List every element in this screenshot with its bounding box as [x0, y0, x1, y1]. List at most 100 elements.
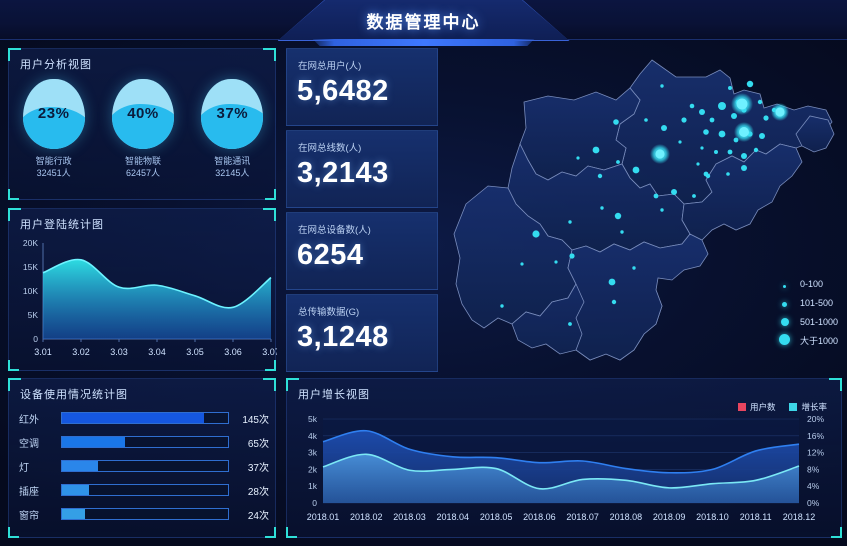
map-legend-item: 101-500 — [774, 293, 838, 312]
growth-chart-legend[interactable]: 用户数 增长率 — [737, 401, 827, 413]
panel-title-user-analysis: 用户分析视图 — [20, 59, 92, 71]
gauge-wave — [201, 104, 264, 149]
kpi-value: 6254 — [297, 239, 364, 271]
login-area-chart: 0 5K 10K 15K 20K 3.01 3.02 3.03 3.04 3.05 3.06 3.07 — [23, 238, 277, 357]
x-tick-label: 2018.02 — [350, 512, 383, 522]
y-tick-label: 20K — [23, 238, 38, 248]
table-row[interactable]: 空调 65次 — [19, 431, 269, 453]
gauge-percent: 40% — [127, 105, 159, 123]
panel-login-stats: 用户登陆统计图 0 5K 10K 15K 20K 3.01 3.02 3.03 3.04 3.05… — [8, 208, 277, 371]
x-tick-label: 3.03 — [110, 347, 128, 357]
bar-label: 灯 — [19, 462, 29, 474]
y-tick-label-right: 16% — [807, 431, 824, 441]
y-tick-label: 15K — [23, 262, 38, 272]
bar-fill — [62, 509, 86, 519]
panel-title-device-usage: 设备使用情况统计图 — [20, 389, 128, 401]
gauge-label-name: 智能物联 — [124, 156, 161, 166]
bar-value: 28次 — [247, 486, 269, 498]
y-tick-label: 0 — [33, 334, 38, 344]
x-tick-label: 2018.01 — [307, 512, 340, 522]
gauge-label: 智能物联 62457人 — [106, 155, 180, 179]
x-tick-label: 2018.06 — [523, 512, 556, 522]
panel-title-login-stats: 用户登陆统计图 — [20, 219, 104, 231]
bar-label: 空调 — [19, 438, 39, 450]
area-fill — [43, 259, 271, 339]
map-legend-item: 大于1000 — [774, 331, 838, 350]
kpi-card-online-lines: 在网总线数(人) 3,2143 — [286, 130, 438, 208]
kpi-label: 总传输数据(G) — [298, 307, 360, 318]
gauge-group: 23% 智能行政 32451人 40% 智能物联 62457人 37% 智能通讯 32145人 — [9, 79, 277, 179]
bar-value: 145次 — [242, 414, 269, 426]
bar-track — [61, 460, 229, 472]
gauge-label-count: 62457人 — [125, 168, 160, 178]
kpi-value: 3,2143 — [297, 157, 389, 189]
gauge-wave — [111, 104, 174, 149]
y-tick-label: 5K — [28, 310, 39, 320]
series-line-growth — [322, 453, 800, 490]
bar-label: 红外 — [19, 414, 39, 426]
legend-label: 增长率 — [801, 402, 827, 412]
y-tick-label: 10K — [23, 286, 38, 296]
x-tick-label: 3.07 — [262, 347, 277, 357]
map-legend-label: 501-1000 — [799, 316, 838, 327]
gauge-label-count: 32451人 — [36, 168, 71, 178]
header-underbar — [312, 39, 535, 46]
y-tick-label-left: 5k — [308, 414, 318, 424]
map-data-dots — [500, 80, 789, 326]
bar-fill — [62, 461, 99, 471]
table-row[interactable]: 窗帘 24次 — [19, 503, 269, 525]
y-tick-label-left: 4k — [308, 431, 318, 441]
y-tick-label-right: 0% — [807, 498, 820, 508]
page-title: 数据管理中心 — [366, 12, 481, 32]
series-line-users — [322, 429, 800, 474]
map-legend-label: 大于1000 — [799, 336, 838, 346]
table-row[interactable]: 插座 28次 — [19, 479, 269, 501]
map-legend-item: 0-100 — [774, 274, 838, 293]
x-tick-label: 2018.07 — [566, 512, 599, 522]
gauge-item: 23% 智能行政 32451人 — [17, 79, 91, 179]
legend-item[interactable]: 用户数 — [737, 401, 776, 413]
map-region[interactable]: 0-100 101-500 501-1000 大于1000 — [444, 44, 844, 376]
legend-swatch-icon — [789, 403, 798, 411]
map-legend-dot-icon — [774, 332, 796, 350]
device-usage-bar-list: 红外 145次空调 65次灯 37次 插座 28次 窗帘 24次 — [19, 407, 269, 527]
legend-item[interactable]: 增长率 — [789, 401, 827, 413]
gauge-item: 40% 智能物联 62457人 — [106, 79, 180, 179]
gauge-percent: 37% — [216, 105, 249, 123]
kpi-card-online-devices: 在网总设备数(人) 6254 — [286, 212, 438, 290]
table-row[interactable]: 灯 37次 — [19, 455, 269, 477]
gauge-wave — [22, 107, 85, 149]
kpi-card-total-transfer: 总传输数据(G) 3,1248 — [286, 294, 438, 372]
header-center-banner: 数据管理中心 — [278, 0, 569, 40]
app-header: 数据管理中心 — [0, 0, 847, 46]
x-tick-label: 2018.11 — [740, 512, 772, 522]
liquid-gauge: 37% — [201, 79, 264, 149]
gauge-label: 智能通讯 32145人 — [195, 155, 269, 179]
liquid-gauge: 40% — [111, 79, 174, 149]
bar-value: 65次 — [247, 438, 269, 450]
kpi-card-online-users: 在网总用户(人) 5,6482 — [286, 48, 438, 126]
series-area-growth — [323, 454, 799, 503]
x-tick-label: 2018.05 — [480, 512, 513, 522]
y-tick-label-right: 12% — [807, 448, 824, 458]
map-legend-dot-icon — [774, 275, 796, 293]
map-legend-item: 501-1000 — [774, 312, 838, 331]
kpi-label: 在网总用户(人) — [298, 61, 362, 72]
y-tick-label-right: 20% — [807, 414, 824, 424]
map-legend-dot-icon — [774, 294, 796, 312]
x-tick-label: 3.06 — [224, 347, 242, 357]
x-tick-label: 2018.03 — [393, 512, 426, 522]
y-tick-label-right: 4% — [807, 481, 820, 491]
table-row[interactable]: 红外 145次 — [19, 407, 269, 429]
liquid-gauge: 23% — [22, 79, 85, 149]
legend-label: 用户数 — [749, 402, 776, 412]
gauge-item: 37% 智能通讯 32145人 — [195, 79, 269, 179]
panel-user-growth: 用户增长视图 用户数 增长率 0 0% 1k 4% 2k 8% 3k 12% 4k 16% 5k 20%… — [286, 378, 842, 538]
x-tick-label: 3.02 — [72, 347, 90, 357]
x-tick-label: 3.04 — [148, 347, 166, 357]
bar-fill — [62, 413, 204, 423]
kpi-value: 3,1248 — [297, 321, 389, 353]
y-tick-label-left: 2k — [308, 464, 318, 474]
legend-swatch-icon — [737, 403, 746, 411]
